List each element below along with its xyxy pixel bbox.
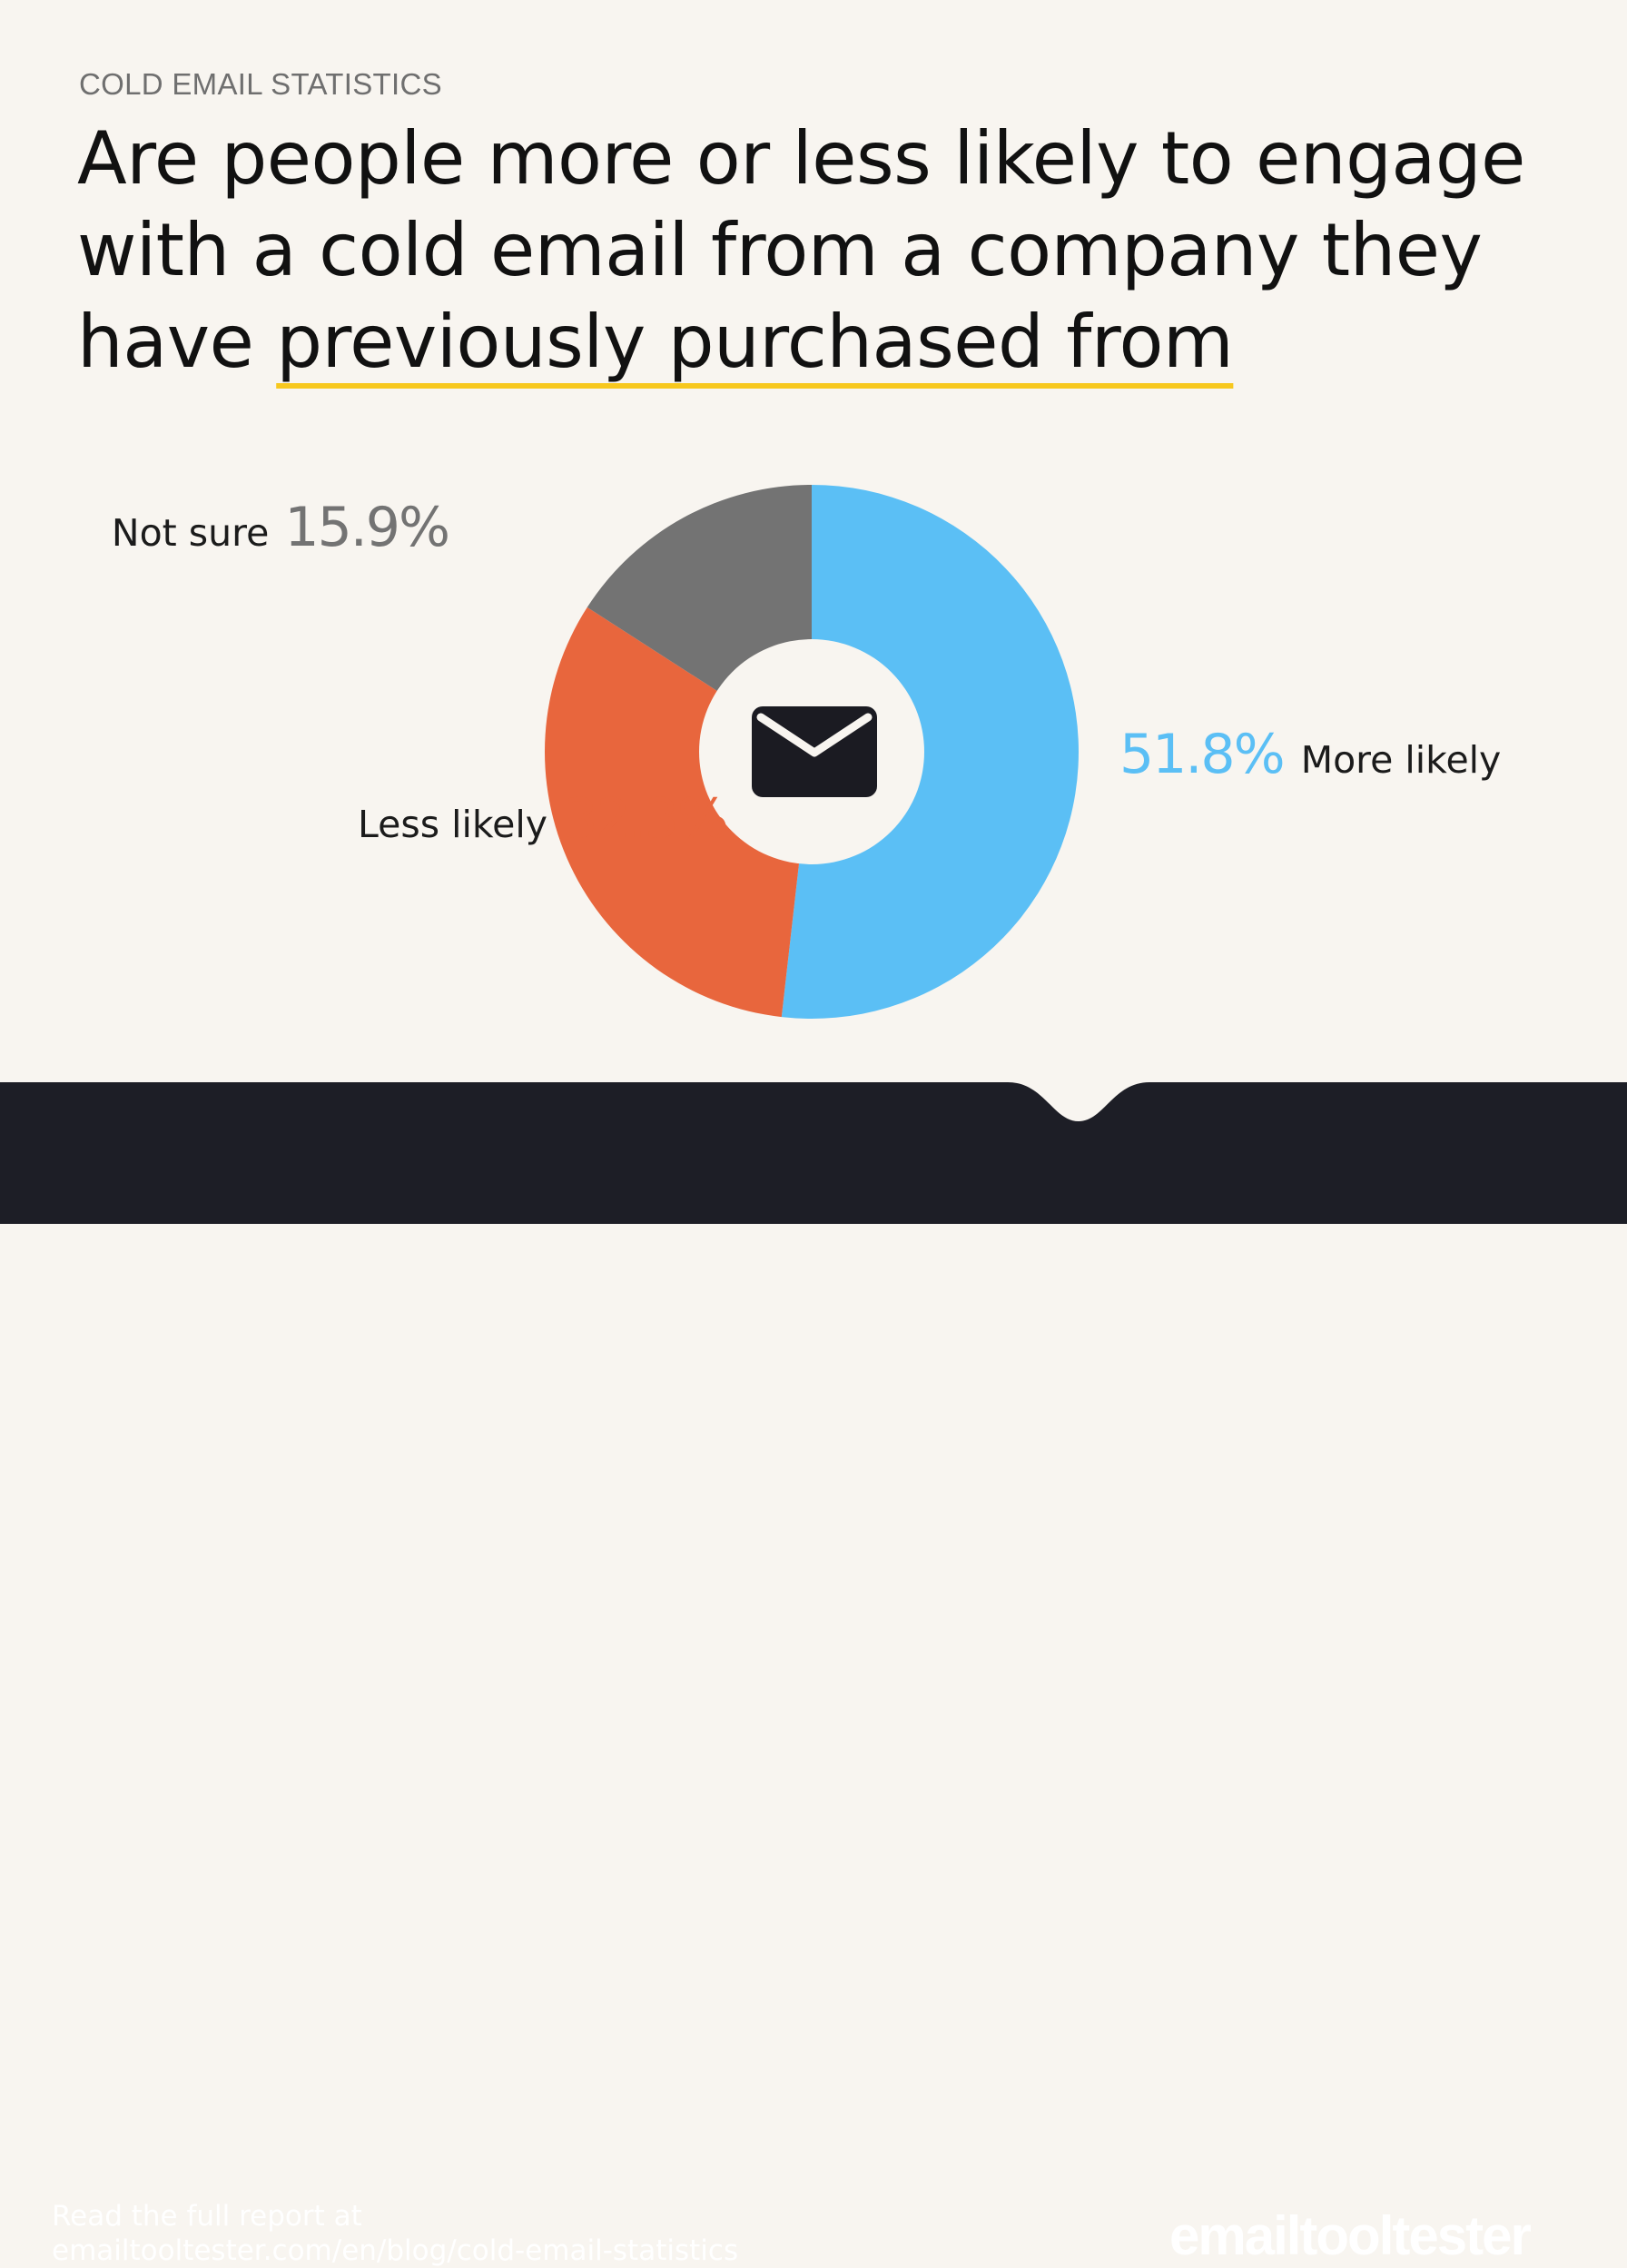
- category-label: Not sure: [112, 511, 269, 555]
- title-highlight: previously purchased from: [276, 300, 1234, 384]
- label-less-likely: Less likely 32.3%: [358, 787, 727, 851]
- kicker: COLD EMAIL STATISTICS: [79, 67, 442, 101]
- envelope-icon: [752, 706, 877, 797]
- slice-more-likely: [781, 485, 1080, 1019]
- donut-chart: Not sure 15.9% Less likely 32.3% 51.8% M…: [112, 485, 1501, 1019]
- brand-logo: emailtooltester: [1169, 2205, 1532, 2266]
- footer-shape: [0, 1082, 1627, 1224]
- value-label: 32.3%: [563, 787, 727, 851]
- report-line-1: Read the full report at: [52, 2200, 362, 2233]
- label-not-sure: Not sure 15.9%: [112, 496, 449, 559]
- footer: Read the full report at emailtooltester.…: [0, 1080, 1627, 2267]
- report-text: Read the full report at emailtooltester.…: [52, 2199, 738, 2268]
- value-label: 15.9%: [284, 496, 449, 559]
- category-label: Less likely: [358, 803, 547, 846]
- page-title: Are people more or less likely to engage…: [77, 113, 1566, 388]
- category-label: More likely: [1301, 738, 1502, 782]
- label-more-likely: 51.8% More likely: [1119, 723, 1501, 786]
- value-label: 51.8%: [1119, 723, 1284, 786]
- report-url-link[interactable]: emailtooltester.com/en/blog/cold-email-s…: [52, 2234, 739, 2267]
- title-plain: Are people more or less likely to engage…: [77, 116, 1525, 384]
